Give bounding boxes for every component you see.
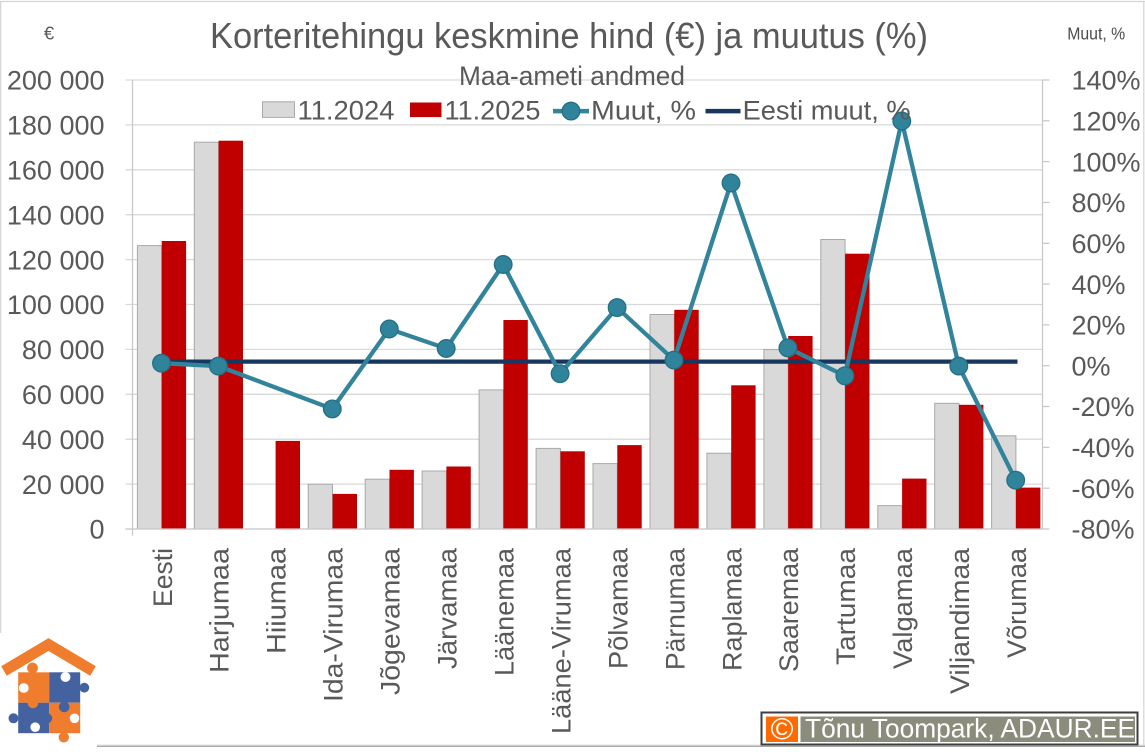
svg-text:-40%: -40% bbox=[1072, 433, 1135, 463]
svg-text:180 000: 180 000 bbox=[7, 111, 105, 141]
svg-text:-60%: -60% bbox=[1072, 474, 1135, 504]
svg-text:Maa-ameti andmed: Maa-ameti andmed bbox=[459, 61, 685, 91]
svg-text:60%: 60% bbox=[1072, 229, 1126, 259]
svg-text:Tõnu Toompark, ADAUR.EE: Tõnu Toompark, ADAUR.EE bbox=[805, 714, 1135, 744]
svg-text:20%: 20% bbox=[1072, 311, 1126, 341]
svg-text:Eesti muut, %: Eesti muut, % bbox=[743, 96, 911, 126]
svg-text:140 000: 140 000 bbox=[7, 200, 105, 230]
svg-text:Hiiumaa: Hiiumaa bbox=[262, 547, 292, 654]
svg-text:100%: 100% bbox=[1072, 147, 1141, 177]
svg-text:120%: 120% bbox=[1072, 107, 1141, 137]
svg-text:Läänemaa: Läänemaa bbox=[490, 547, 520, 676]
svg-text:20 000: 20 000 bbox=[22, 470, 105, 500]
svg-text:Järvamaa: Järvamaa bbox=[433, 547, 463, 669]
svg-text:11.2024: 11.2024 bbox=[298, 96, 395, 126]
svg-text:©: © bbox=[771, 712, 794, 747]
svg-text:11.2025: 11.2025 bbox=[445, 96, 541, 126]
svg-text:-80%: -80% bbox=[1072, 515, 1135, 545]
svg-text:Pärnumaa: Pärnumaa bbox=[660, 547, 690, 670]
svg-text:100 000: 100 000 bbox=[7, 290, 105, 320]
svg-text:0: 0 bbox=[89, 515, 104, 545]
svg-text:140%: 140% bbox=[1072, 66, 1141, 96]
svg-text:120 000: 120 000 bbox=[7, 245, 105, 275]
svg-text:-20%: -20% bbox=[1072, 392, 1135, 422]
svg-text:Viljandimaa: Viljandimaa bbox=[945, 547, 975, 694]
svg-text:Saaremaa: Saaremaa bbox=[774, 547, 804, 672]
svg-text:80 000: 80 000 bbox=[22, 335, 105, 365]
svg-text:Tartumaa: Tartumaa bbox=[831, 547, 861, 665]
svg-text:Võrumaa: Võrumaa bbox=[1002, 547, 1032, 658]
svg-text:200 000: 200 000 bbox=[7, 66, 105, 96]
svg-text:40 000: 40 000 bbox=[22, 425, 105, 455]
svg-text:80%: 80% bbox=[1072, 188, 1126, 218]
svg-text:60 000: 60 000 bbox=[22, 380, 105, 410]
svg-text:Põlvamaa: Põlvamaa bbox=[603, 547, 633, 669]
svg-text:160 000: 160 000 bbox=[7, 156, 105, 186]
svg-text:Harjumaa: Harjumaa bbox=[205, 547, 235, 673]
svg-text:Jõgevamaa: Jõgevamaa bbox=[376, 547, 406, 695]
svg-text:Valgamaa: Valgamaa bbox=[888, 547, 918, 669]
svg-text:0%: 0% bbox=[1072, 351, 1111, 381]
svg-text:40%: 40% bbox=[1072, 270, 1126, 300]
svg-text:Raplamaa: Raplamaa bbox=[717, 547, 747, 671]
svg-text:Muut, %: Muut, % bbox=[1067, 24, 1125, 44]
svg-text:Lääne-Virumaa: Lääne-Virumaa bbox=[546, 547, 576, 734]
svg-text:Muut, %: Muut, % bbox=[591, 96, 696, 126]
svg-text:Eesti: Eesti bbox=[148, 548, 178, 607]
svg-text:€: € bbox=[44, 23, 55, 44]
svg-text:Korteritehingu keskmine hind (: Korteritehingu keskmine hind (€) ja muut… bbox=[210, 15, 928, 56]
svg-text:Ida-Virumaa: Ida-Virumaa bbox=[319, 547, 349, 702]
